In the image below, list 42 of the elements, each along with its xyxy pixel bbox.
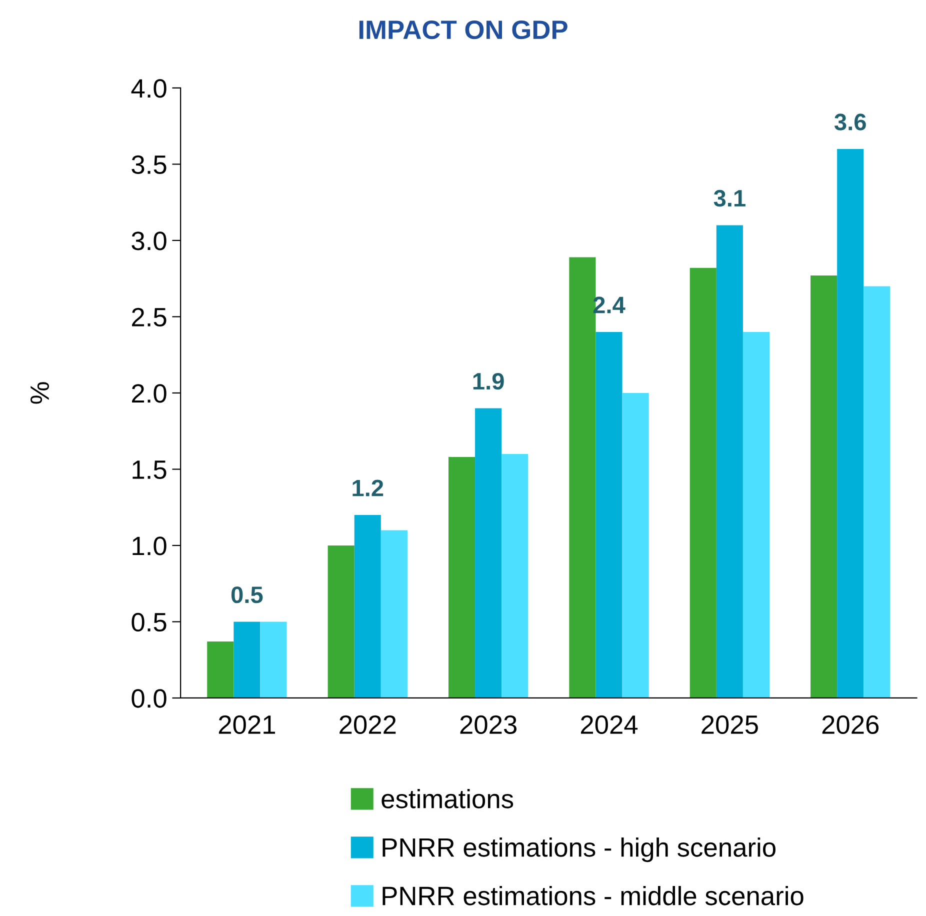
bar — [716, 225, 743, 698]
chart-title: IMPACT ON GDP — [359, 20, 568, 40]
y-tick-label: 3.0 — [132, 232, 166, 250]
legend-label: PNRR estimations - high scenario — [382, 837, 776, 862]
bar — [380, 530, 408, 698]
y-tick-label: 2.0 — [132, 384, 166, 403]
bar — [502, 454, 528, 698]
bar — [864, 286, 890, 698]
y-tick-label: 4.0 — [131, 79, 166, 98]
bar — [837, 148, 864, 698]
data-label: 0.5 — [231, 586, 263, 604]
bar — [260, 622, 287, 698]
x-tick-label: 2025 — [702, 715, 758, 734]
y-tick-label: 1.0 — [132, 536, 166, 556]
y-tick-label: 0.0 — [132, 689, 166, 708]
bar — [234, 622, 260, 698]
y-tick-label: 1.5 — [132, 460, 166, 480]
bar — [810, 276, 838, 698]
data-label: 3.6 — [834, 114, 866, 130]
bar — [596, 332, 622, 698]
bar — [448, 457, 476, 698]
x-tick-label: 2024 — [580, 715, 638, 734]
bar — [328, 545, 354, 698]
bar — [742, 332, 770, 698]
bar — [354, 514, 381, 698]
y-tick-label: 0.5 — [132, 612, 166, 632]
y-tick-label: 2.5 — [132, 308, 166, 327]
data-label: 3.1 — [714, 190, 746, 207]
x-tick-label: 2026 — [822, 715, 879, 734]
bar — [207, 642, 234, 698]
data-label: 1.9 — [473, 372, 504, 390]
legend-label: estimations — [382, 788, 514, 808]
bar — [622, 392, 649, 698]
data-label: 1.2 — [352, 480, 384, 496]
y-axis-title: % — [30, 382, 49, 404]
legend-label: PNRR estimations - middle scenario — [382, 886, 804, 906]
x-tick-label: 2021 — [218, 715, 276, 734]
bar — [475, 408, 502, 698]
bar — [690, 268, 716, 698]
x-tick-label: 2022 — [340, 715, 396, 734]
y-tick-label: 3.5 — [132, 155, 166, 174]
x-tick-label: 2023 — [460, 715, 517, 734]
